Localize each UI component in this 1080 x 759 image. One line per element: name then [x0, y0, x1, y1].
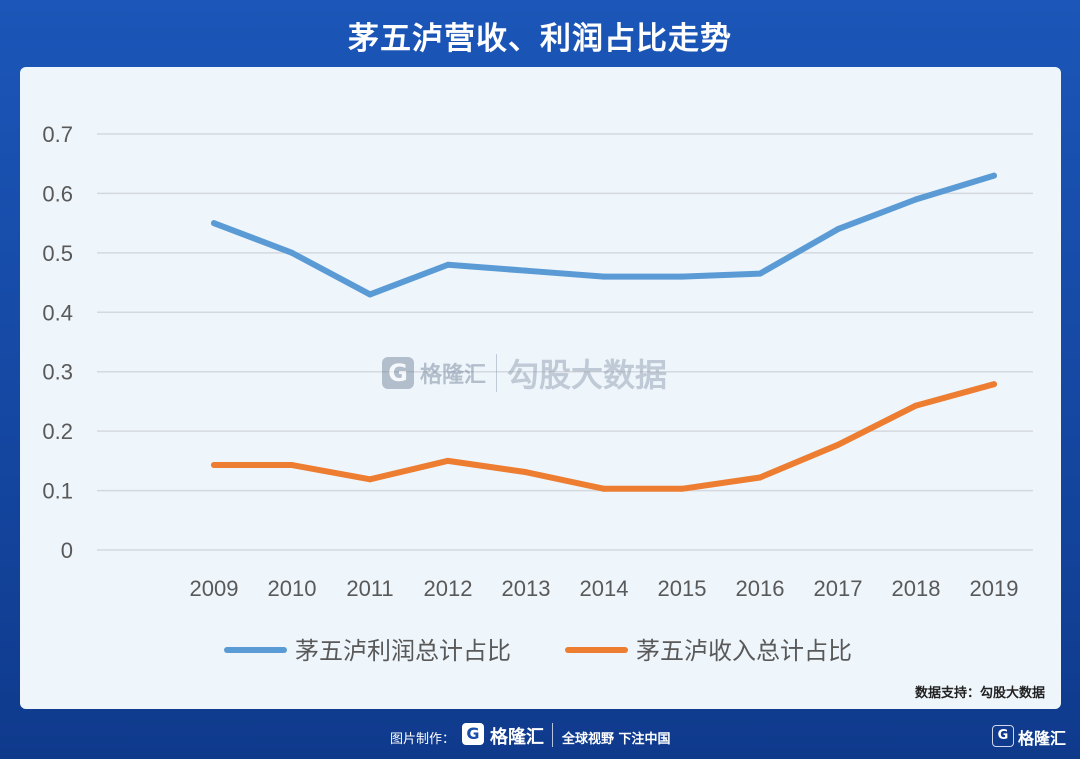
data-point	[367, 476, 373, 483]
data-point	[211, 462, 217, 469]
y-tick-label: 0.5	[42, 241, 73, 266]
data-point	[835, 441, 841, 448]
x-tick-label: 2014	[580, 576, 629, 601]
chart-title: 茅五泸营收、利润占比走势	[348, 21, 732, 57]
data-point	[991, 172, 997, 179]
data-point	[601, 273, 607, 280]
legend: 茅五泸利润总计占比 茅五泸收入总计占比	[224, 637, 852, 665]
y-tick-label: 0	[61, 538, 73, 563]
watermark-logo: G	[382, 357, 414, 389]
data-point	[289, 249, 295, 256]
watermark: G 格隆汇 勾股大数据	[382, 348, 702, 398]
footer-brand: 格隆汇	[490, 727, 544, 748]
data-point	[757, 474, 763, 481]
data-point	[367, 291, 373, 298]
line-chart: 00.10.20.30.40.50.60.7 2009 2010 2011 2012 2…	[42, 122, 1033, 665]
data-point	[289, 462, 295, 469]
watermark-divider	[496, 354, 498, 392]
y-tick-label: 0.2	[42, 419, 73, 444]
data-point	[445, 261, 451, 268]
data-point	[679, 273, 685, 280]
y-tick-label: 0.3	[42, 360, 73, 385]
data-point	[835, 226, 841, 233]
x-tick-label: 2010	[268, 576, 317, 601]
x-tick-label: 2019	[970, 576, 1019, 601]
y-tick-label: 0.7	[42, 122, 73, 147]
data-point	[601, 485, 607, 492]
x-tick-label: 2017	[814, 576, 863, 601]
gridlines	[97, 133, 1033, 551]
data-point	[679, 485, 685, 492]
data-point	[913, 402, 919, 409]
data-point	[913, 196, 919, 203]
x-tick-label: 2009	[190, 576, 239, 601]
legend-label: 茅五泸收入总计占比	[636, 637, 852, 665]
y-tick-label: 0.6	[42, 181, 73, 206]
watermark-text: 勾股大数据	[507, 356, 668, 394]
data-source: 数据支持：勾股大数据	[914, 686, 1045, 701]
footer-divider	[552, 723, 553, 747]
x-axis-ticks: 2009 2010 2011 2012 2013 2014 2015 2016 2017 2018…	[190, 576, 1019, 601]
data-point	[757, 270, 763, 277]
x-tick-label: 2013	[502, 576, 551, 601]
corner-brand: 格隆汇	[1018, 729, 1067, 748]
series-line	[211, 381, 997, 492]
data-point	[523, 469, 529, 476]
x-tick-label: 2015	[658, 576, 707, 601]
footer-made-by: 图片制作：	[390, 732, 456, 747]
series-lines	[211, 172, 997, 492]
watermark-brand: 格隆汇	[420, 363, 487, 388]
footer: 图片制作： G 格隆汇 全球视野 下注中国 G 格隆汇	[0, 711, 1080, 759]
data-point	[523, 267, 529, 274]
data-point	[991, 381, 997, 388]
chart-card: 0 0.1 0.2 0.3 0.4 0.5 0.6 0.7 2009 2010 2011 2012 2…	[20, 67, 1061, 709]
y-axis-ticks: 0 0.1 0.2 0.3 0.4 0.5 0.6 0.7	[42, 122, 73, 563]
footer-logo-icon: G	[462, 723, 484, 745]
x-tick-label: 2018	[892, 576, 941, 601]
y-tick-label: 0.1	[42, 479, 73, 504]
x-tick-label: 2016	[736, 576, 785, 601]
data-point	[211, 220, 217, 227]
footer-slogan: 全球视野 下注中国	[562, 732, 671, 747]
x-tick-label: 2011	[346, 576, 393, 601]
y-tick-label: 0.4	[42, 300, 73, 325]
legend-label: 茅五泸利润总计占比	[295, 637, 511, 665]
corner-logo-icon: G	[992, 725, 1014, 747]
x-tick-label: 2012	[424, 576, 473, 601]
data-point	[445, 457, 451, 464]
